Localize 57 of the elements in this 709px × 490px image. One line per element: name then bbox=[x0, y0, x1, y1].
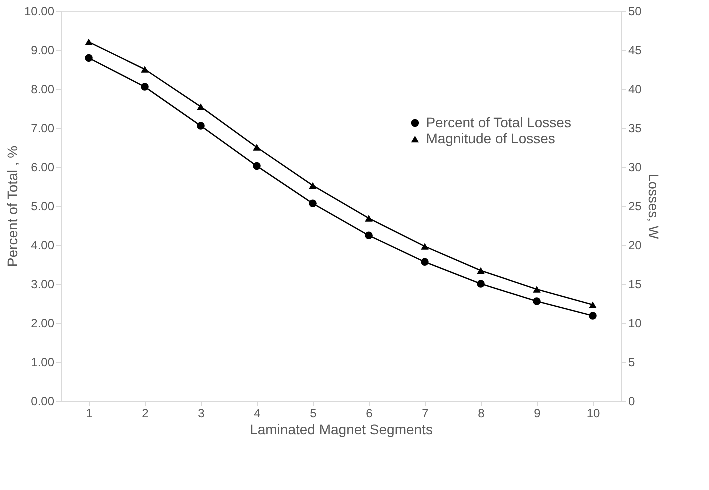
x-tick-label: 9 bbox=[534, 406, 542, 420]
point bbox=[309, 200, 317, 208]
point bbox=[197, 104, 205, 110]
point bbox=[141, 83, 149, 91]
x-tick-label: 10 bbox=[586, 406, 600, 420]
y-tick-label: 8.00 bbox=[31, 82, 55, 96]
legend-label: Percent of Total Losses bbox=[426, 114, 572, 130]
y-tick-label: 4.00 bbox=[31, 238, 55, 252]
y-tick-label: 7.00 bbox=[31, 122, 55, 136]
x-tick-label: 6 bbox=[366, 406, 374, 420]
point bbox=[197, 122, 205, 130]
y2-tick-label: 25 bbox=[628, 200, 642, 214]
point bbox=[477, 267, 485, 274]
x-tick-label: 1 bbox=[86, 406, 94, 420]
y-axis-title: Percent of Total , % bbox=[4, 146, 20, 268]
y-tick-label: 3.00 bbox=[31, 278, 55, 292]
point bbox=[533, 286, 541, 293]
point bbox=[533, 298, 541, 306]
y-tick-label: 1.00 bbox=[31, 356, 55, 370]
x-tick-label: 2 bbox=[142, 406, 150, 420]
y2-tick-label: 10 bbox=[628, 316, 642, 330]
x-tick-label: 7 bbox=[422, 406, 430, 420]
point bbox=[365, 232, 373, 240]
legend-label: Magnitude of Losses bbox=[426, 130, 556, 146]
point bbox=[253, 162, 261, 170]
y2-tick-label: 45 bbox=[628, 44, 642, 58]
y2-tick-label: 50 bbox=[628, 4, 642, 18]
point bbox=[589, 302, 597, 308]
y2-tick-label: 35 bbox=[628, 122, 642, 136]
y-tick-label: 9.00 bbox=[31, 44, 55, 58]
point bbox=[365, 215, 373, 222]
y2-axis-title: Losses, W bbox=[646, 174, 662, 240]
x-tick-label: 3 bbox=[198, 406, 206, 420]
y-tick-label: 2.00 bbox=[31, 316, 55, 330]
y2-tick-label: 30 bbox=[628, 160, 642, 174]
y2-tick-label: 5 bbox=[628, 356, 636, 370]
point bbox=[309, 182, 317, 190]
point bbox=[421, 258, 429, 266]
y-tick-label: 0.00 bbox=[31, 394, 55, 408]
point bbox=[421, 243, 429, 250]
x-axis-title: Laminated Magnet Segments bbox=[250, 422, 433, 438]
y-tick-label: 10.00 bbox=[24, 4, 55, 18]
y2-tick-label: 40 bbox=[628, 82, 642, 96]
x-tick-label: 4 bbox=[254, 406, 262, 420]
x-tick-label: 8 bbox=[478, 406, 486, 420]
point bbox=[85, 38, 93, 46]
y2-tick-label: 15 bbox=[628, 278, 642, 292]
y2-tick-label: 0 bbox=[628, 394, 636, 408]
y-tick-label: 6.00 bbox=[31, 160, 55, 174]
y2-tick-label: 20 bbox=[628, 238, 642, 252]
point bbox=[141, 66, 149, 73]
x-tick-label: 5 bbox=[310, 406, 318, 420]
y-tick-label: 5.00 bbox=[31, 200, 55, 214]
point bbox=[477, 280, 485, 288]
point bbox=[253, 144, 261, 151]
point bbox=[85, 54, 93, 62]
point bbox=[589, 312, 597, 320]
